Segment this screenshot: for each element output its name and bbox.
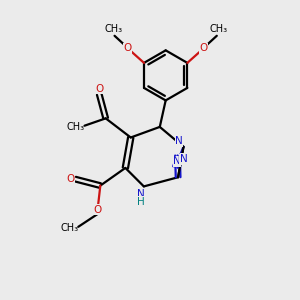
Text: O: O bbox=[93, 205, 101, 215]
Text: CH₃: CH₃ bbox=[67, 122, 85, 132]
Text: N: N bbox=[180, 154, 188, 164]
Text: N: N bbox=[173, 156, 181, 166]
Text: O: O bbox=[200, 43, 208, 53]
Text: CH₃: CH₃ bbox=[209, 24, 227, 34]
Text: N: N bbox=[180, 155, 188, 165]
Text: H: H bbox=[137, 197, 145, 207]
Text: O: O bbox=[124, 43, 132, 53]
Text: CH₃: CH₃ bbox=[104, 24, 122, 34]
Text: N: N bbox=[137, 189, 145, 199]
Text: CH₃: CH₃ bbox=[61, 223, 79, 233]
Text: O: O bbox=[66, 174, 74, 184]
Text: O: O bbox=[95, 84, 103, 94]
Text: N: N bbox=[175, 136, 183, 146]
